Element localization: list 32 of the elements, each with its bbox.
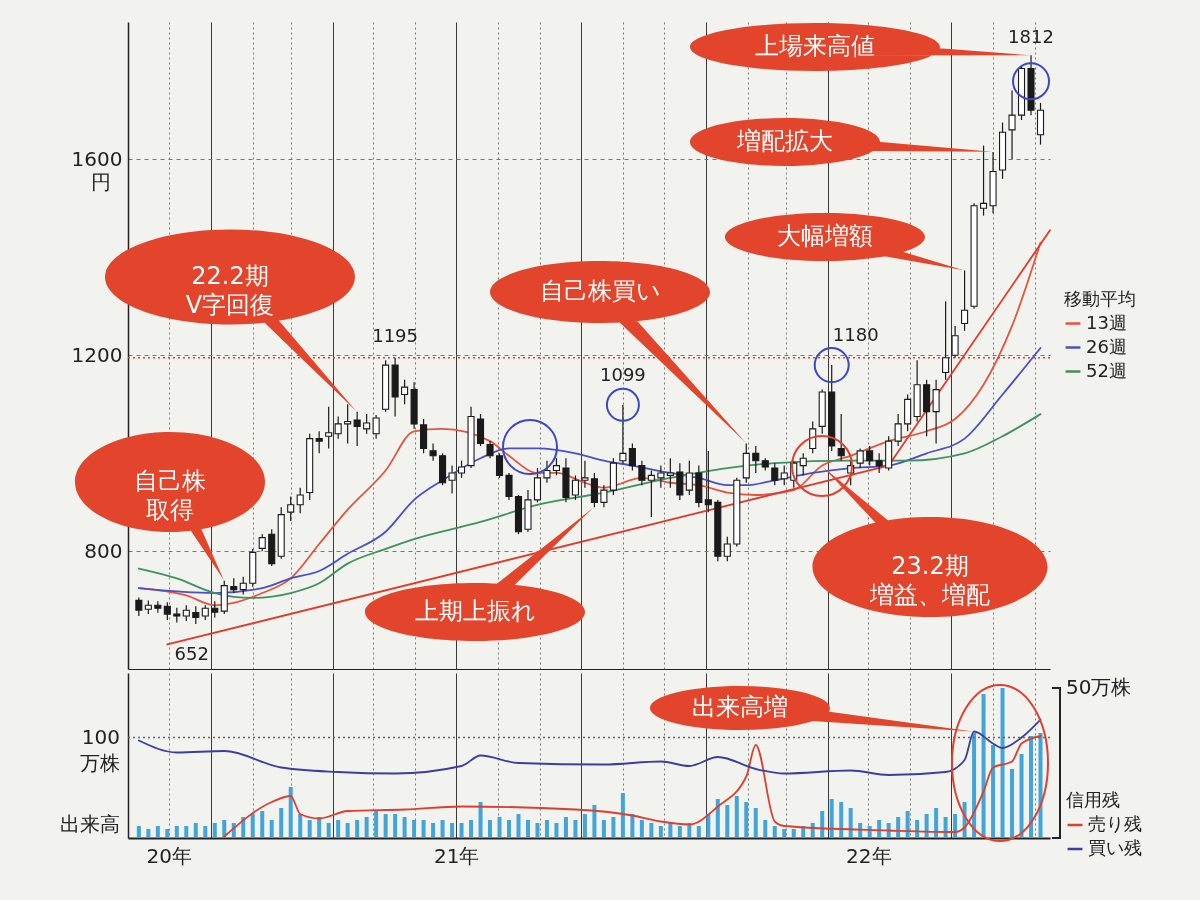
annotation: 22.2期V字回復 (185, 262, 275, 319)
y-axis-title: 円 (90, 169, 111, 194)
annotation: 増配拡大 (736, 127, 833, 155)
annotation: 上期上振れ (414, 597, 536, 625)
annotation: 自己株取得 (134, 467, 206, 524)
text: 50万株 (1066, 675, 1132, 699)
annotation: 上場来高値 (755, 32, 875, 60)
annotation: 652 (174, 642, 209, 664)
legend-label: 26週 (1086, 335, 1127, 357)
legend-label: 13週 (1086, 311, 1127, 333)
x-tick-label: 22年 (846, 843, 892, 868)
legend-title: 移動平均 (1064, 287, 1136, 309)
y-tick-label: 1600 (71, 146, 123, 171)
annotation: 自己株買い (539, 277, 661, 305)
x-tick-label: 21年 (433, 843, 480, 868)
annotation: 1099 (599, 363, 646, 385)
annotation: 1812 (1008, 26, 1054, 48)
legend-label: 52週 (1086, 359, 1127, 381)
text: 出来高 (60, 812, 120, 836)
y-tick-label: 1200 (71, 342, 123, 367)
annotation: 1195 (372, 324, 419, 346)
y-tick-label: 800 (84, 538, 123, 563)
annotation: 大幅増額 (777, 222, 873, 250)
annotation: 1180 (832, 324, 879, 346)
legend-title: 信用残 (1066, 789, 1120, 810)
annotation: 出来高増 (692, 693, 788, 721)
legend-label: 買い残 (1088, 837, 1142, 858)
text: 100 (81, 725, 120, 749)
annotation: 23.2期増益、増配 (869, 552, 990, 609)
x-tick-label: 20年 (146, 843, 192, 868)
text: 万株 (80, 751, 120, 775)
legend-label: 売り残 (1088, 813, 1142, 834)
